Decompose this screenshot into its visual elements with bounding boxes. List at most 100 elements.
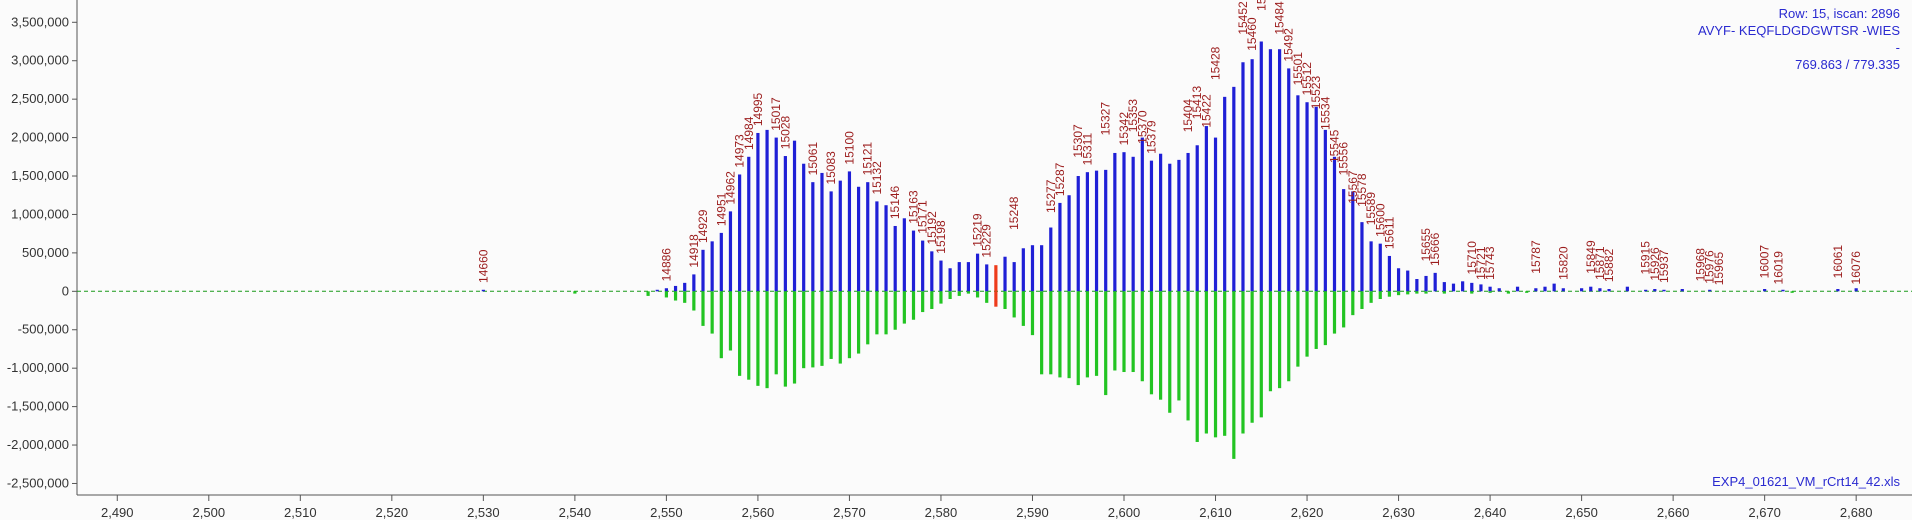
bar <box>1085 291 1089 378</box>
bar <box>1268 49 1273 292</box>
bar <box>1351 291 1355 316</box>
bar <box>994 265 998 292</box>
bar <box>1085 172 1089 292</box>
peak-label: 14973 <box>733 134 747 168</box>
peak-label: 15926 <box>1648 247 1662 281</box>
bar <box>1067 195 1071 292</box>
bar <box>820 291 824 366</box>
y-tick-label: 3,000,000 <box>11 53 69 68</box>
bar <box>838 180 842 292</box>
bar <box>1058 291 1062 378</box>
peak-label: 15061 <box>806 142 820 176</box>
bar <box>838 291 842 364</box>
bar <box>884 205 888 292</box>
y-tick-label: -2,000,000 <box>7 437 69 452</box>
peak-label: 15600 <box>1373 203 1387 237</box>
bar <box>1323 291 1327 346</box>
peak-label: 15523 <box>1309 76 1323 110</box>
info-text: - <box>1896 40 1900 55</box>
bar <box>902 291 906 324</box>
bar <box>957 262 961 292</box>
bar <box>1113 291 1117 371</box>
bar <box>1433 272 1437 292</box>
bar <box>1305 291 1309 357</box>
bar <box>1561 288 1565 292</box>
bar <box>1049 227 1053 292</box>
peak-label: 14962 <box>723 171 737 205</box>
bar <box>1296 95 1300 292</box>
bar <box>939 291 943 304</box>
bar <box>1451 283 1456 292</box>
bar <box>664 288 668 292</box>
bar <box>1204 126 1208 292</box>
bar <box>1323 129 1327 292</box>
bar <box>966 262 971 292</box>
peak-label: 15422 <box>1199 94 1213 128</box>
peak-label: 15452 <box>1236 1 1250 35</box>
peak-label: 15379 <box>1144 120 1158 154</box>
bar <box>975 291 980 298</box>
bar <box>1543 286 1547 292</box>
peak-label: 14995 <box>751 92 765 126</box>
peak-label: 15083 <box>824 151 838 185</box>
peak-label: 15146 <box>888 185 902 219</box>
bar <box>1396 291 1401 296</box>
bar <box>1040 245 1044 292</box>
bar <box>1040 291 1044 375</box>
bar <box>701 249 705 292</box>
y-tick-label: 0 <box>62 283 69 298</box>
bar <box>856 186 861 292</box>
bar <box>1763 289 1767 292</box>
peak-label: 15721 <box>1474 246 1488 280</box>
bar <box>774 137 778 292</box>
peak-label: 15277 <box>1044 179 1058 213</box>
bar <box>975 253 980 292</box>
bar <box>1589 286 1593 292</box>
peak-label: 16019 <box>1771 251 1785 285</box>
bar <box>875 201 879 292</box>
bar <box>1232 291 1236 459</box>
bar <box>875 291 879 335</box>
bar <box>1049 291 1053 375</box>
x-tick-label: 2,660 <box>1657 505 1690 520</box>
bar <box>1479 284 1483 292</box>
bar <box>994 291 998 307</box>
info-text: Row: 15, iscan: 2896 <box>1779 6 1900 21</box>
x-tick-label: 2,540 <box>559 505 592 520</box>
bar <box>1094 170 1099 292</box>
bar <box>1580 288 1584 292</box>
peak-label: 15611 <box>1382 216 1396 249</box>
bar <box>1213 137 1218 292</box>
x-tick-label: 2,610 <box>1199 505 1232 520</box>
bar <box>1342 291 1346 328</box>
bar <box>930 291 934 309</box>
y-tick-label: 1,500,000 <box>11 168 69 183</box>
bar <box>985 291 989 303</box>
bar <box>985 264 989 292</box>
bar <box>1177 159 1181 292</box>
peak-label: 15578 <box>1355 173 1369 207</box>
peak-label: 15743 <box>1483 246 1497 280</box>
peak-label: 15028 <box>778 115 792 149</box>
x-tick-label: 2,670 <box>1748 505 1781 520</box>
peak-label: 15219 <box>971 213 985 247</box>
bar <box>1250 291 1254 423</box>
peak-label: 15460 <box>1245 17 1259 51</box>
bar <box>1424 275 1428 292</box>
peak-label: 15229 <box>980 224 994 258</box>
bar <box>1250 59 1254 292</box>
bar <box>1708 289 1712 292</box>
peak-label: 15915 <box>1639 241 1653 275</box>
bar <box>1497 288 1501 292</box>
bar <box>1461 281 1465 292</box>
y-tick-label: -1,500,000 <box>7 399 69 414</box>
bar <box>1387 255 1392 292</box>
bar <box>1140 137 1144 292</box>
peak-label: 14660 <box>476 249 490 283</box>
bar <box>1680 289 1684 292</box>
bar <box>719 291 723 359</box>
bar <box>1442 282 1446 292</box>
bar <box>1104 169 1108 292</box>
bar <box>1662 289 1666 292</box>
